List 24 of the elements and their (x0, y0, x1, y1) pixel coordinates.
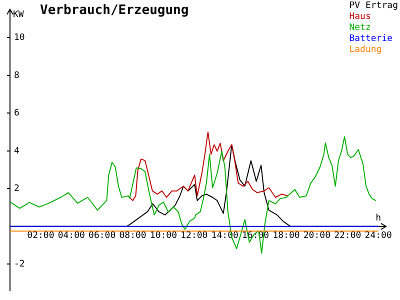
x-tick-label: 04:00 (58, 231, 85, 242)
x-tick-label: 18:00 (272, 231, 300, 242)
x-tick-label: 20:00 (303, 231, 330, 242)
x-tick-label: 08:00 (119, 231, 146, 242)
y-tick-label: 6 (14, 108, 20, 119)
x-tick-label: 02:00 (27, 231, 54, 242)
y-axis-title: KW (13, 10, 24, 20)
text: Ladung (349, 45, 383, 56)
x-tick-label: 24:00 (364, 231, 392, 242)
x-tick-label: 12:00 (180, 231, 208, 242)
y-tick-label: 2 (14, 184, 20, 194)
x-tick-label: 10:00 (150, 231, 178, 242)
text: Batterie (349, 34, 394, 45)
text: PV Ertrag (349, 1, 398, 12)
chart-title: Verbrauch/Erzeugung (40, 3, 189, 18)
y-tick-label: 4 (14, 146, 20, 156)
text: Haus (349, 12, 372, 23)
y-tick-label: 8 (14, 70, 20, 81)
x-tick-label: 22:00 (334, 231, 362, 242)
x-axis-title: h (376, 213, 382, 224)
y-tick-label: -2 (14, 260, 25, 270)
text: Netz (349, 23, 372, 34)
x-tick-label: 06:00 (88, 231, 116, 242)
y-tick-label: 10 (14, 33, 25, 44)
